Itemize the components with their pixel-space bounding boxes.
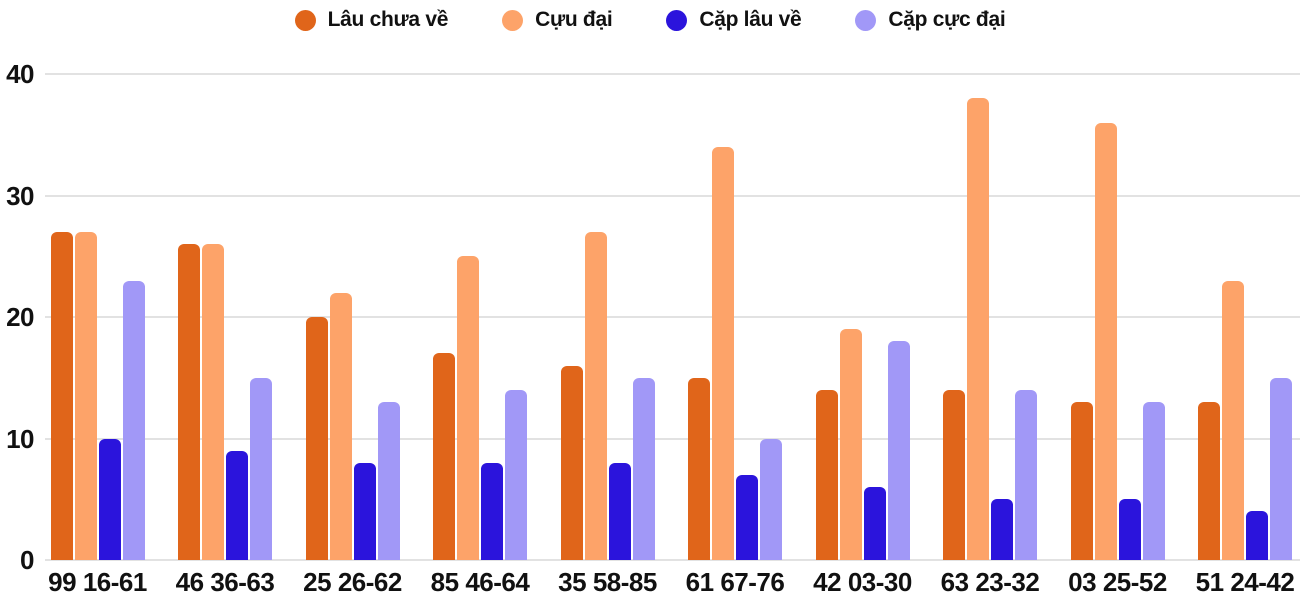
bar-series-3-group-10 (1246, 511, 1268, 560)
bar-series-1-group-1 (50, 231, 73, 560)
bar-series-1-group-5 (560, 365, 583, 560)
bar-series-4-group-1 (122, 280, 145, 560)
bar-series-4-group-6 (760, 438, 782, 560)
chart-legend: Lâu chưa về Cựu đại Cặp lâu về Cặp cực đại (0, 8, 1300, 32)
bar-series-4-group-4 (505, 389, 527, 560)
legend-swatch-icon (855, 9, 877, 31)
x-axis-category-label: 51 24-42 (1195, 567, 1295, 597)
legend-label: Cặp cực đại (888, 8, 1006, 31)
bar-series-2-group-6 (712, 146, 734, 560)
bar-series-4-group-3 (377, 402, 400, 560)
bar-series-1-group-3 (305, 317, 328, 560)
legend-item-series-3[interactable]: Cặp lâu về (666, 8, 802, 32)
bar-series-4-group-2 (250, 377, 272, 560)
x-axis-category-label: 46 36-63 (175, 567, 275, 597)
legend-item-series-2[interactable]: Cựu đại (502, 8, 613, 32)
bar-series-2-group-2 (202, 244, 224, 560)
y-axis-tick-label: 10 (6, 423, 34, 454)
bar-series-2-group-1 (74, 231, 97, 560)
bar-series-1-group-9 (1070, 402, 1093, 560)
bar-series-3-group-4 (481, 462, 503, 560)
bar-series-3-group-2 (226, 450, 248, 560)
bar-series-3-group-1 (98, 438, 121, 560)
x-axis-category-label: 61 67-76 (685, 567, 785, 597)
y-axis-tick-label: 0 (20, 545, 34, 575)
bar-series-1-group-2 (178, 244, 200, 560)
bar-series-2-group-4 (457, 256, 479, 560)
x-axis-category-label: 63 23-32 (940, 567, 1040, 597)
x-axis-category-label: 25 26-62 (303, 567, 402, 597)
x-axis-category-label: 85 46-64 (430, 567, 530, 597)
legend-swatch-icon (294, 9, 316, 31)
x-axis-category-label: 42 03-30 (813, 567, 912, 597)
bar-series-4-group-7 (887, 341, 910, 560)
bar-series-3-group-6 (736, 474, 758, 560)
bar-series-1-group-7 (815, 389, 838, 560)
gridline-y-10 (45, 437, 1300, 440)
gridline-y-30 (45, 194, 1300, 197)
bar-series-2-group-5 (584, 231, 607, 560)
x-axis-category-label: 03 25-52 (1068, 567, 1167, 597)
gridline-y-20 (45, 316, 1300, 318)
bar-series-2-group-8 (967, 98, 989, 560)
bar-series-4-group-5 (632, 377, 655, 560)
bar-series-1-group-6 (688, 377, 710, 560)
bar-series-1-group-10 (1198, 402, 1220, 560)
legend-label: Lâu chưa về (327, 8, 449, 31)
bar-series-1-group-4 (433, 353, 455, 560)
x-axis-category-label: 99 16-61 (48, 567, 147, 597)
x-axis-category-label: 35 58-85 (558, 567, 657, 597)
bar-series-3-group-5 (608, 462, 631, 560)
bar-series-4-group-9 (1142, 402, 1165, 560)
y-axis-tick-label: 30 (6, 180, 34, 211)
gridline-y-40 (45, 73, 1300, 75)
bar-series-4-group-10 (1270, 377, 1292, 560)
legend-item-series-1[interactable]: Lâu chưa về (294, 8, 449, 32)
legend-label: Cặp lâu về (699, 8, 802, 31)
bar-series-2-group-9 (1094, 122, 1117, 560)
legend-swatch-icon (666, 9, 688, 31)
legend-swatch-icon (502, 9, 524, 31)
bar-series-3-group-8 (991, 499, 1013, 560)
legend-item-series-4[interactable]: Cặp cực đại (855, 8, 1006, 32)
bar-series-3-group-7 (863, 487, 886, 560)
gridline-y-0 (45, 559, 1300, 561)
y-axis-tick-label: 40 (6, 59, 34, 89)
bar-series-2-group-10 (1222, 280, 1244, 560)
bar-series-1-group-8 (943, 389, 965, 560)
legend-label: Cựu đại (535, 8, 613, 31)
bar-series-2-group-7 (839, 329, 862, 560)
y-axis-tick-label: 20 (6, 302, 34, 332)
bar-series-2-group-3 (329, 292, 352, 560)
bar-series-3-group-9 (1118, 499, 1141, 560)
bar-series-3-group-3 (353, 462, 376, 560)
bar-series-4-group-8 (1015, 389, 1037, 560)
